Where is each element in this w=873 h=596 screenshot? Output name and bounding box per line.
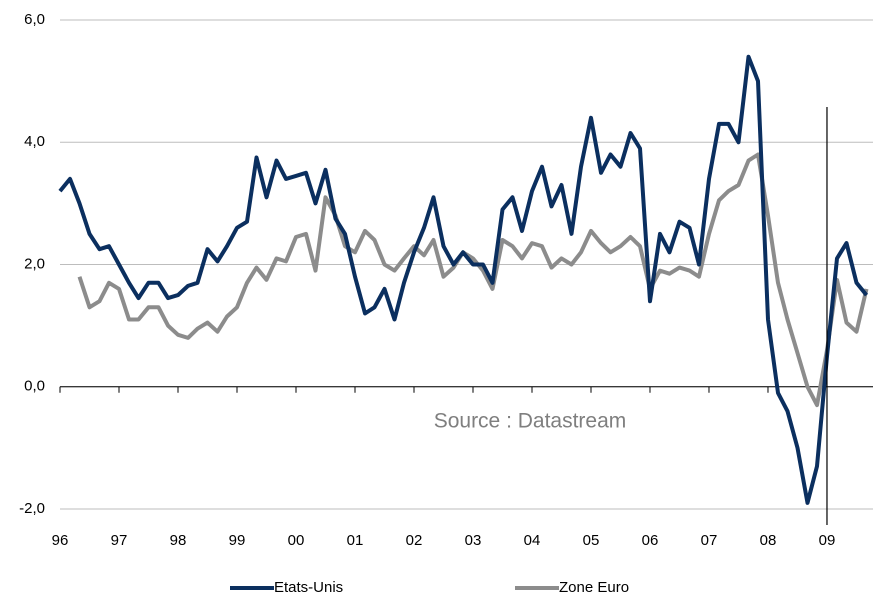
y-tick-label: 2,0 [24, 255, 45, 272]
x-tick-label: 97 [111, 532, 128, 549]
x-tick-label: 99 [229, 532, 246, 549]
y-tick-label: -2,0 [19, 500, 45, 517]
plot: -2,0 0,0 2,0 4,0 6,0 96 97 98 99 00 01 02 03 04 05 06 07… [19, 11, 873, 596]
annotation: Source : Datastream [434, 410, 627, 433]
legend-label: Zone Euro [559, 579, 629, 596]
x-tick-label: 05 [583, 532, 600, 549]
y-tick-label: 6,0 [24, 11, 45, 28]
line-series [58, 54, 869, 505]
x-tick-label: 98 [170, 532, 187, 549]
x-tick-label: 09 [819, 532, 836, 549]
x-tick-label: 04 [524, 532, 541, 549]
line-series [77, 152, 869, 408]
x-tick-label: 06 [642, 532, 659, 549]
x-tick-label: 96 [52, 532, 69, 549]
legend-label: Etats-Unis [274, 579, 343, 596]
x-tick-label: 07 [701, 532, 718, 549]
x-tick-label: 08 [760, 532, 777, 549]
x-tick-label: 02 [406, 532, 423, 549]
y-tick-label: 0,0 [24, 378, 45, 395]
y-tick-label: 4,0 [24, 133, 45, 150]
x-tick-label: 01 [347, 532, 364, 549]
x-tick-label: 00 [288, 532, 305, 549]
x-tick-label: 03 [465, 532, 482, 549]
